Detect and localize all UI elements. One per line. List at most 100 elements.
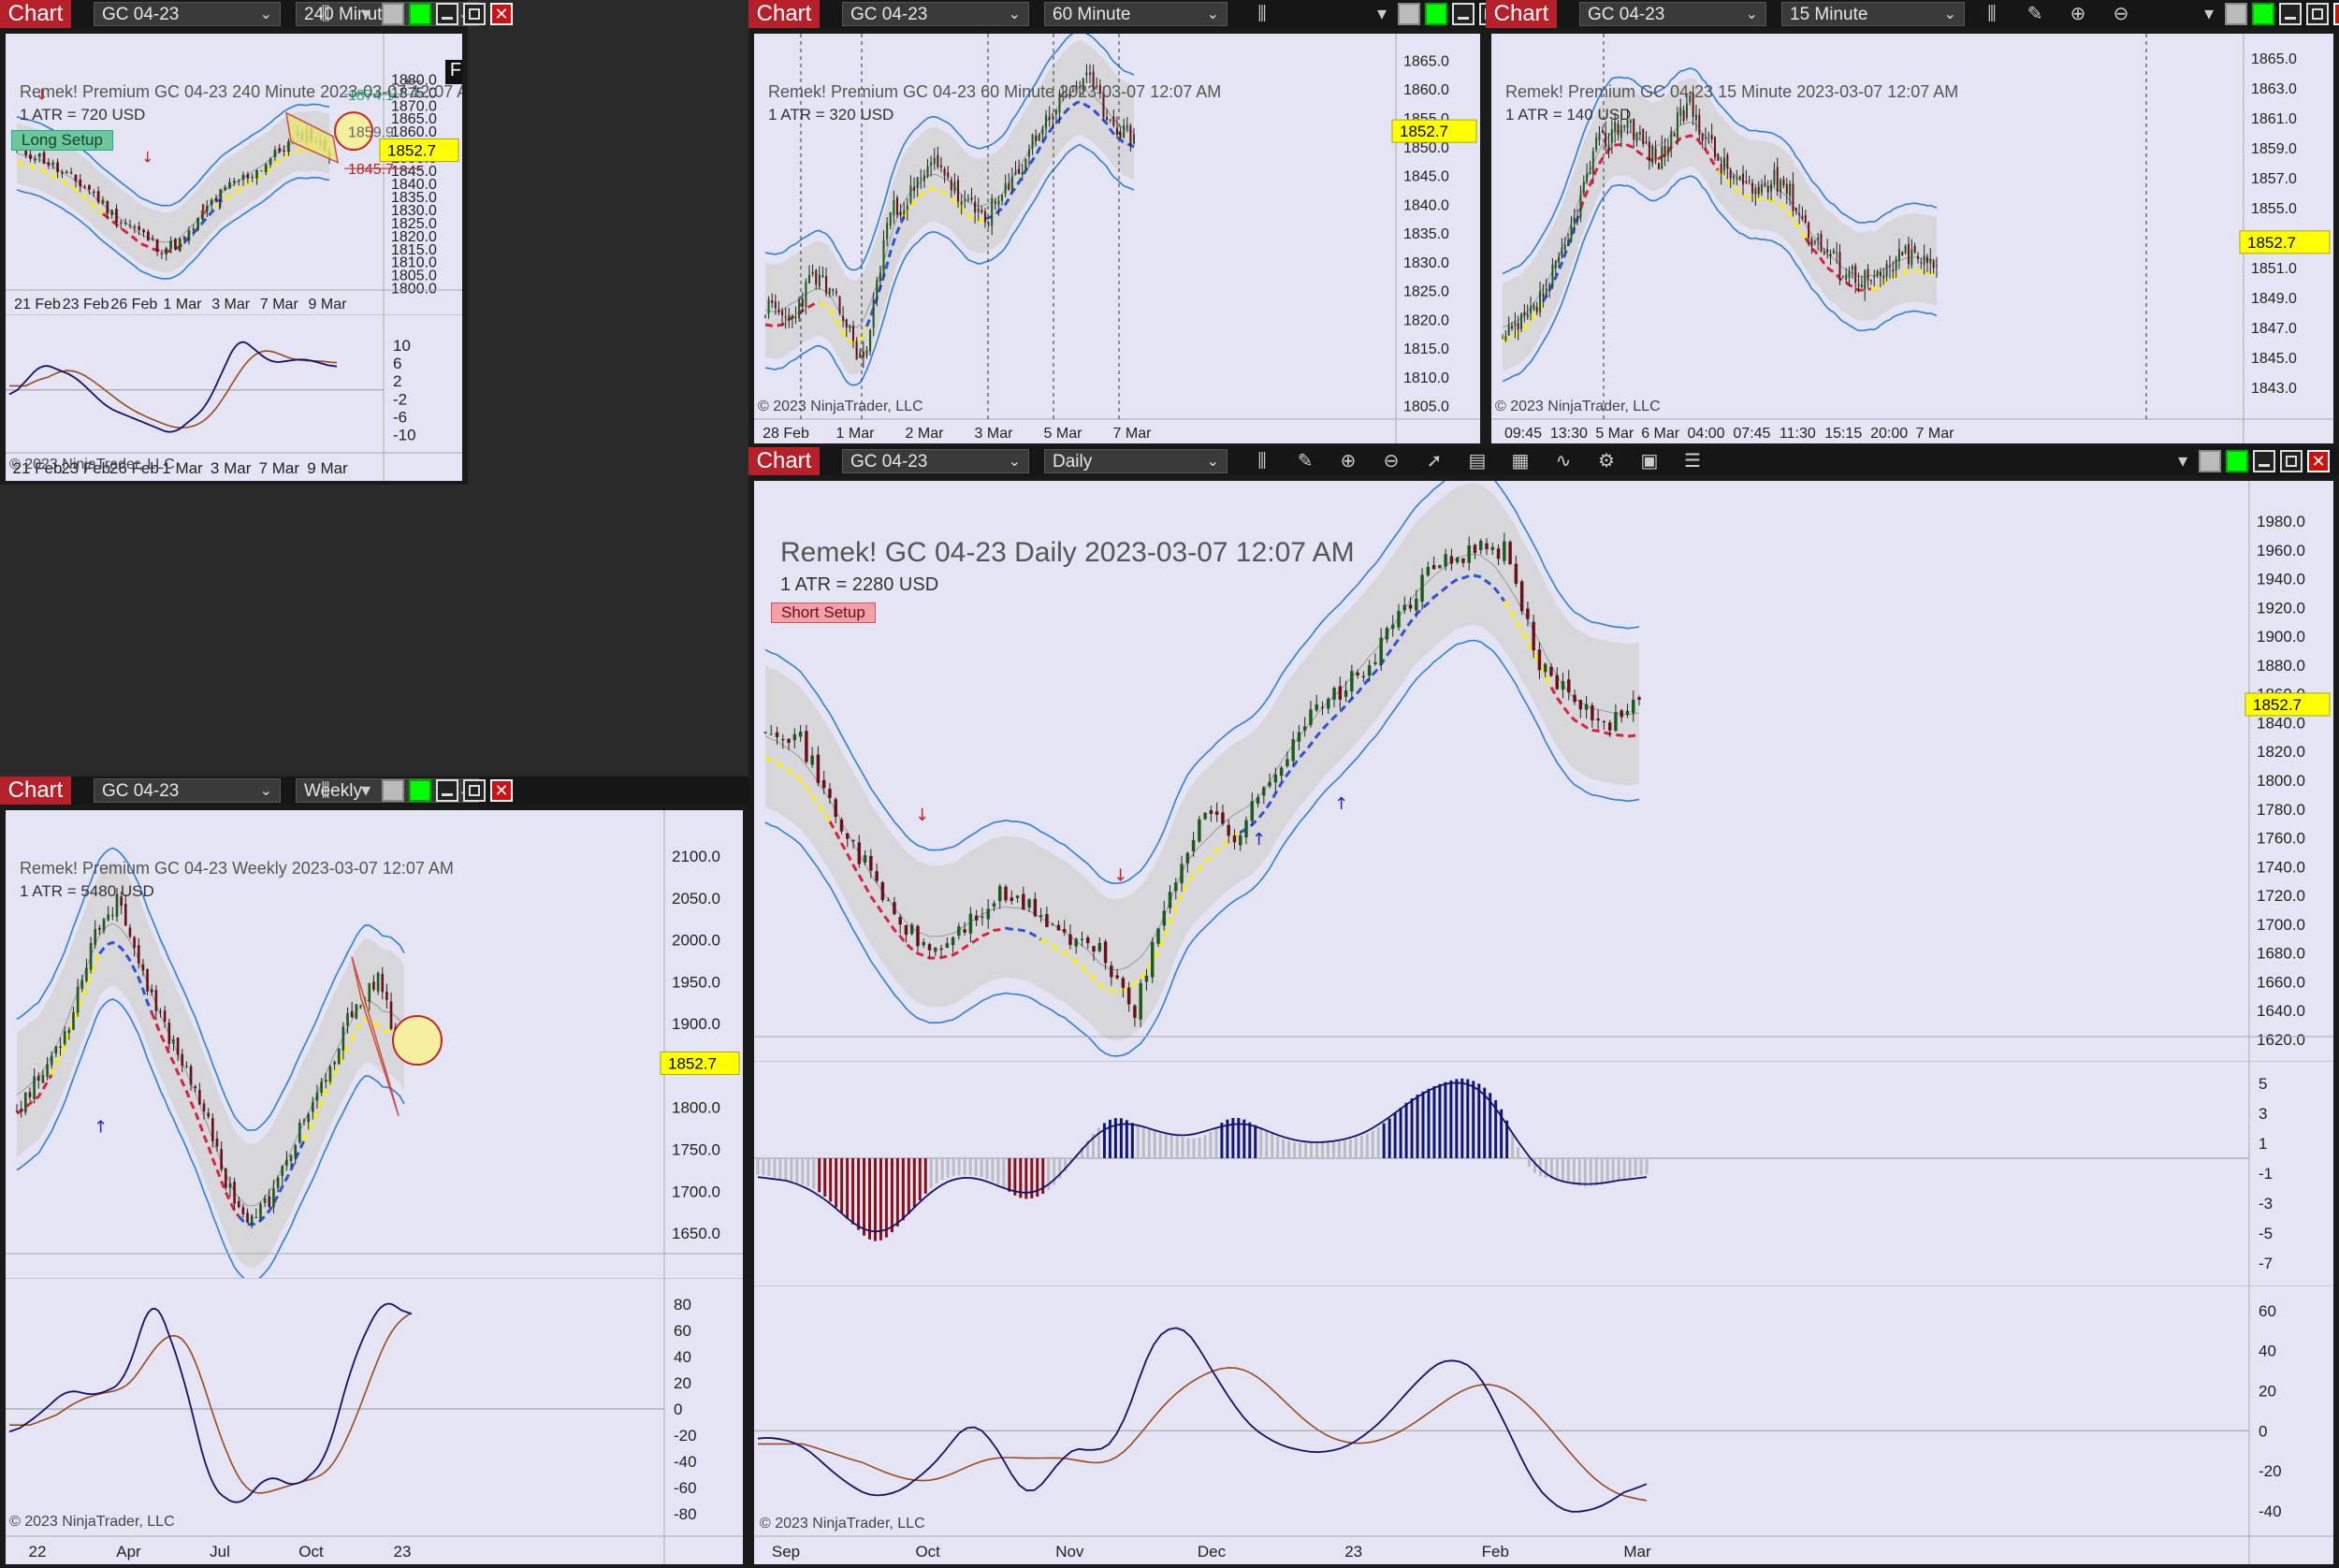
chart-canvas[interactable]: 1865.01863.01861.01859.01857.01855.01853… [1491, 34, 2333, 443]
bar-style-icon[interactable]: ⫼ [321, 780, 330, 801]
minimize-icon[interactable] [436, 779, 458, 802]
link-color-button[interactable] [382, 3, 404, 25]
maximize-icon[interactable] [2280, 450, 2303, 472]
connection-status-button[interactable] [2226, 450, 2248, 472]
chart-canvas[interactable]: 1980.01960.01940.01920.01900.01880.01860… [754, 481, 2333, 1564]
candle-body [943, 168, 946, 176]
bar-style-icon[interactable]: ⫼ [1257, 451, 1267, 472]
candle-body [1723, 157, 1726, 170]
price-panel[interactable]: 2100.02050.02000.01950.01900.01850.01800… [6, 810, 743, 1278]
properties-icon[interactable]: ▣ [1640, 451, 1659, 472]
osc-axis-label: 60 [2259, 1302, 2276, 1320]
toolbar-dropdown-icon[interactable]: ▾ [360, 780, 371, 801]
indicators-icon[interactable]: ∿ [1555, 451, 1572, 472]
instrument-selector[interactable]: GC 04-23 ⌄ [842, 2, 1029, 26]
bar-style-icon[interactable]: ⫼ [1987, 4, 1997, 24]
chart-tab-label[interactable]: Chart [0, 0, 71, 28]
zoom-in-icon[interactable]: ⊕ [1340, 451, 1357, 472]
candle-body [1916, 255, 1919, 259]
chart-canvas[interactable]: 2100.02050.02000.01950.01900.01850.01800… [6, 810, 743, 1564]
candle-body [1168, 892, 1172, 908]
minimize-icon[interactable] [2253, 450, 2275, 472]
instrument-value: GC 04-23 [850, 452, 928, 472]
oscillator-panel[interactable]: 60 40 20 0 -20 -40 Sep Oct Nov Dec 23 Feb Mar [754, 1285, 2333, 1564]
list-icon[interactable]: ☰ [1684, 451, 1701, 472]
connection-status-button[interactable] [1425, 3, 1447, 25]
candle-body [1673, 133, 1676, 137]
toolbar-dropdown-icon[interactable]: ▾ [360, 4, 371, 24]
minimize-icon[interactable] [436, 3, 458, 25]
pointer-icon[interactable]: ➚ [1426, 451, 1443, 472]
strategies-icon[interactable]: ⚙ [1598, 451, 1615, 472]
minimize-icon[interactable] [1452, 3, 1475, 25]
layout-icon[interactable]: ▦ [1511, 451, 1530, 472]
bar-style-icon[interactable]: ⫼ [321, 4, 330, 24]
candle-body [201, 211, 204, 220]
toolbar-dropdown-icon[interactable]: ▾ [1376, 4, 1387, 24]
candle-body [1823, 251, 1825, 254]
instrument-selector[interactable]: GC 04-23 ⌄ [1579, 2, 1766, 26]
back-arrow-icon[interactable]: ← [399, 62, 427, 93]
candle-body [302, 1120, 306, 1122]
candle-body [1115, 127, 1118, 136]
candle-body [1907, 243, 1910, 265]
instrument-selector[interactable]: GC 04-23 ⌄ [94, 2, 281, 26]
chart-tab-label[interactable]: Chart [1486, 0, 1557, 28]
link-color-button[interactable] [2225, 3, 2247, 25]
zoom-in-icon[interactable]: ⊕ [2070, 4, 2086, 24]
toolbar-dropdown-icon[interactable]: ▾ [2177, 451, 2188, 472]
candle-body [997, 200, 1000, 206]
instrument-selector[interactable]: GC 04-23 ⌄ [842, 449, 1029, 473]
price-panel[interactable]: 1980.01960.01940.01920.01900.01880.01860… [754, 481, 2333, 1061]
price-panel[interactable]: 1865.01863.01861.01859.01857.01855.01853… [1491, 34, 2333, 443]
connection-status-button[interactable] [409, 779, 431, 802]
drawing-tools-icon[interactable]: ✎ [1297, 451, 1314, 472]
candle-body [1701, 133, 1704, 141]
histogram-panel[interactable]: 5 3 1 -1 -3 -5 -7 [754, 1061, 2333, 1285]
link-color-button[interactable] [2199, 450, 2221, 472]
flat-button-icon[interactable]: F [445, 60, 462, 84]
candle-body [133, 936, 136, 949]
toolbar-dropdown-icon[interactable]: ▾ [2203, 4, 2215, 24]
candle-body [272, 1188, 275, 1208]
maximize-icon[interactable] [2306, 3, 2329, 25]
close-icon[interactable]: ✕ [490, 779, 513, 802]
chart-tab-label[interactable]: Chart [748, 447, 820, 475]
maximize-icon[interactable] [463, 3, 486, 25]
drawing-tools-icon[interactable]: ✎ [2027, 4, 2043, 24]
chart-tab-label[interactable]: Chart [0, 777, 71, 805]
candle-body [1582, 181, 1585, 194]
period-selector[interactable]: 60 Minute ⌄ [1044, 2, 1228, 26]
link-color-button[interactable] [382, 779, 404, 802]
zoom-out-icon[interactable]: ⊖ [1383, 451, 1400, 472]
price-axis-label: 1845.0 [1403, 169, 1449, 185]
period-selector[interactable]: Daily ⌄ [1044, 449, 1228, 473]
close-icon[interactable]: ✕ [2333, 3, 2339, 25]
instrument-selector[interactable]: GC 04-23 ⌄ [94, 778, 281, 803]
close-icon[interactable]: ✕ [490, 3, 513, 25]
candle-body [939, 948, 943, 951]
chart-canvas[interactable]: 1865.0 1860.0 1855.0 1850.0 1845.0 1840.0 1835… [754, 34, 1480, 443]
bar-style-icon[interactable]: ⫼ [1257, 4, 1267, 24]
connection-status-button[interactable] [2252, 3, 2274, 25]
period-selector[interactable]: 15 Minute ⌄ [1781, 2, 1965, 26]
link-color-button[interactable] [1398, 3, 1420, 25]
candle-body [1221, 812, 1225, 824]
candle-body [845, 319, 848, 328]
chart-tab-label[interactable]: Chart [748, 0, 820, 28]
data-box-icon[interactable]: ▤ [1468, 451, 1487, 472]
zoom-out-icon[interactable]: ⊖ [2113, 4, 2129, 24]
price-panel[interactable]: 1865.01860.01855.01850.01845.01840.01835… [754, 34, 1480, 443]
candle-body [1126, 124, 1128, 128]
candle-body [1601, 130, 1604, 133]
connection-status-button[interactable] [409, 3, 431, 25]
close-icon[interactable]: ✕ [2307, 450, 2330, 472]
oscillator-panel[interactable]: 80 60 40 20 0 -20 -40 -60 -80 22 Apr Jul Oct 23 [6, 1278, 743, 1564]
price-panel[interactable]: 1880.01875.01870.01865.01860.01855.01850… [6, 34, 462, 314]
maximize-icon[interactable] [463, 779, 486, 802]
chart-canvas[interactable]: 1880.01875.01870.01865.01860.01855.01850… [6, 34, 462, 481]
minimize-icon[interactable] [2279, 3, 2302, 25]
time-axis-label: 9 Mar [307, 459, 348, 477]
candle-body [1620, 124, 1622, 138]
